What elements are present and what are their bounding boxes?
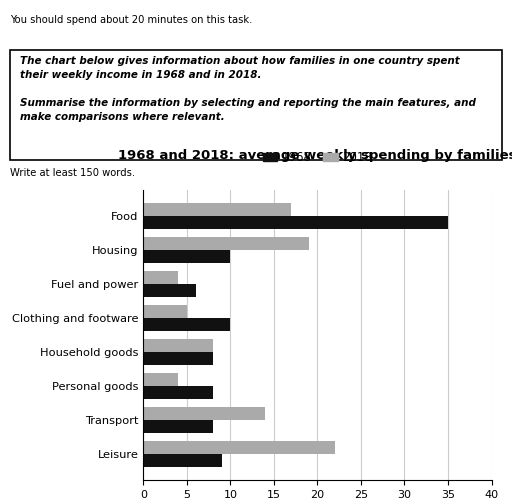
Bar: [143, 407, 265, 420]
Bar: [143, 454, 222, 467]
Bar: [143, 284, 196, 297]
Bar: [143, 216, 448, 229]
Bar: [143, 318, 230, 331]
Text: Write at least 150 words.: Write at least 150 words.: [10, 168, 135, 177]
Bar: [143, 373, 178, 386]
Legend: 1968, 2018: 1968, 2018: [258, 146, 377, 169]
Text: You should spend about 20 minutes on this task.: You should spend about 20 minutes on thi…: [10, 15, 252, 25]
Bar: [143, 305, 187, 318]
Bar: [143, 420, 213, 433]
Text: The chart below gives information about how families in one country spent
their : The chart below gives information about …: [20, 56, 476, 122]
Bar: [143, 237, 309, 250]
Bar: [143, 339, 213, 352]
FancyBboxPatch shape: [10, 50, 502, 160]
Bar: [143, 250, 230, 263]
Bar: [143, 352, 213, 365]
Bar: [143, 203, 291, 216]
Bar: [143, 441, 335, 454]
Bar: [143, 386, 213, 399]
Bar: [143, 271, 178, 284]
Title: 1968 and 2018: average weekly spending by families: 1968 and 2018: average weekly spending b…: [118, 150, 512, 162]
